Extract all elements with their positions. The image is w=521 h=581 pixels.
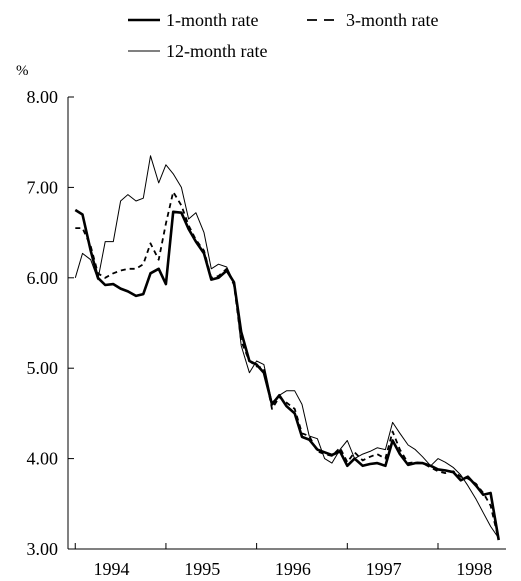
x-tick-label: 1998 xyxy=(456,559,492,579)
y-tick-label: 3.00 xyxy=(27,539,59,559)
y-axis: 3.00 4.00 5.00 6.00 7.00 8.00 xyxy=(27,87,74,559)
series-layer xyxy=(74,155,500,541)
x-tick-label: 1996 xyxy=(275,559,311,579)
x-tick-label: 1995 xyxy=(184,559,220,579)
x-tick-label: 1994 xyxy=(94,559,130,579)
y-tick-label: 7.00 xyxy=(27,177,59,197)
y-tick-label: 6.00 xyxy=(27,268,59,288)
y-tick-label: 8.00 xyxy=(27,87,59,107)
y-tick-label: 5.00 xyxy=(27,358,59,378)
legend-label-2: 12-month rate xyxy=(166,41,267,61)
series-line-1 xyxy=(75,190,500,541)
series-line-2 xyxy=(74,155,500,539)
x-axis: 1994 1995 1996 1997 1998 xyxy=(68,543,506,579)
legend-label-1: 3-month rate xyxy=(346,10,438,30)
legend-label-0: 1-month rate xyxy=(166,10,258,30)
chart-legend: 1-month rate 3-month rate 12-month rate xyxy=(128,10,438,61)
y-tick-label: 4.00 xyxy=(27,449,59,469)
x-tick-label: 1997 xyxy=(366,559,402,579)
y-axis-unit-label: % xyxy=(16,63,29,79)
series-line-0 xyxy=(74,208,500,541)
